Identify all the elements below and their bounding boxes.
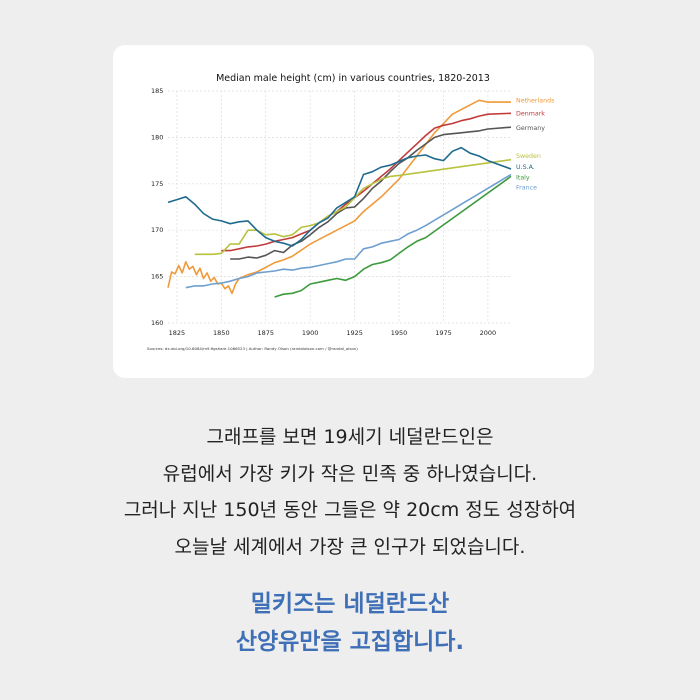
legend-label: Germany [516, 125, 545, 132]
series-line-denmark [221, 112, 512, 252]
x-tick-label: 1975 [435, 329, 452, 337]
x-tick-label: 1900 [302, 329, 319, 337]
x-tick-label: 1875 [257, 329, 274, 337]
y-tick-label: 170 [151, 226, 163, 234]
legend-label: Netherlands [516, 97, 554, 104]
highlight-line: 밀키즈는 네덜란드산 [250, 591, 450, 617]
body-line: 그러나 지난 150년 동안 그들은 약 20cm 정도 성장하여 [123, 499, 577, 521]
y-tick-label: 165 [151, 273, 163, 281]
series-line-usa [167, 146, 512, 247]
series-line-italy [274, 175, 512, 298]
series-line-germany [230, 126, 512, 260]
y-tick-label: 180 [151, 133, 163, 141]
y-tick-label: 160 [151, 319, 163, 327]
series-line-sweden [194, 158, 512, 256]
chart-card: 160 165 170 175 180 185 1825 1850 1875 1900 1925 19… [113, 45, 594, 378]
chart-ticks: 160 165 170 175 180 185 1825 1850 1875 1900 1925 19… [151, 87, 496, 337]
x-tick-label: 2000 [480, 329, 497, 337]
highlight-line: 산양유만을 고집합니다. [235, 629, 465, 655]
body-paragraph: 그래프를 보면 19세기 네덜란드인은 유럽에서 가장 키가 작은 민족 중 하… [0, 419, 700, 565]
brand-message: 밀키즈는 네덜란드산 산양유만을 고집합니다. [0, 585, 700, 661]
chart-legend: Netherlands Denmark Germany Sweden U.S.A. Ita… [516, 97, 554, 191]
x-tick-label: 1925 [346, 329, 363, 337]
body-line: 유럽에서 가장 키가 작은 민족 중 하나였습니다. [162, 462, 538, 485]
y-tick-label: 175 [151, 180, 163, 188]
series-line-france [185, 173, 512, 289]
y-tick-label: 185 [151, 87, 163, 95]
body-line: 그래프를 보면 19세기 네덜란드인은 [206, 426, 494, 448]
x-tick-label: 1850 [213, 329, 230, 337]
legend-label: Italy [516, 174, 530, 181]
x-tick-label: 1950 [391, 329, 408, 337]
height-line-chart: 160 165 170 175 180 185 1825 1850 1875 1900 1925 19… [147, 73, 554, 351]
x-tick-label: 1825 [169, 329, 186, 337]
chart-title: Median male height (cm) in various count… [216, 73, 490, 84]
legend-label: France [516, 185, 537, 192]
series-line-netherlands [167, 99, 511, 295]
legend-label: Sweden [516, 153, 541, 160]
chart-source: Sources: dx.doi.org/10.6084/m9.figshare.… [147, 346, 358, 351]
legend-label: U.S.A. [516, 164, 535, 171]
body-line: 오늘날 세계에서 가장 큰 인구가 되었습니다. [174, 535, 526, 558]
legend-label: Denmark [516, 110, 545, 117]
chart-series [167, 99, 512, 298]
